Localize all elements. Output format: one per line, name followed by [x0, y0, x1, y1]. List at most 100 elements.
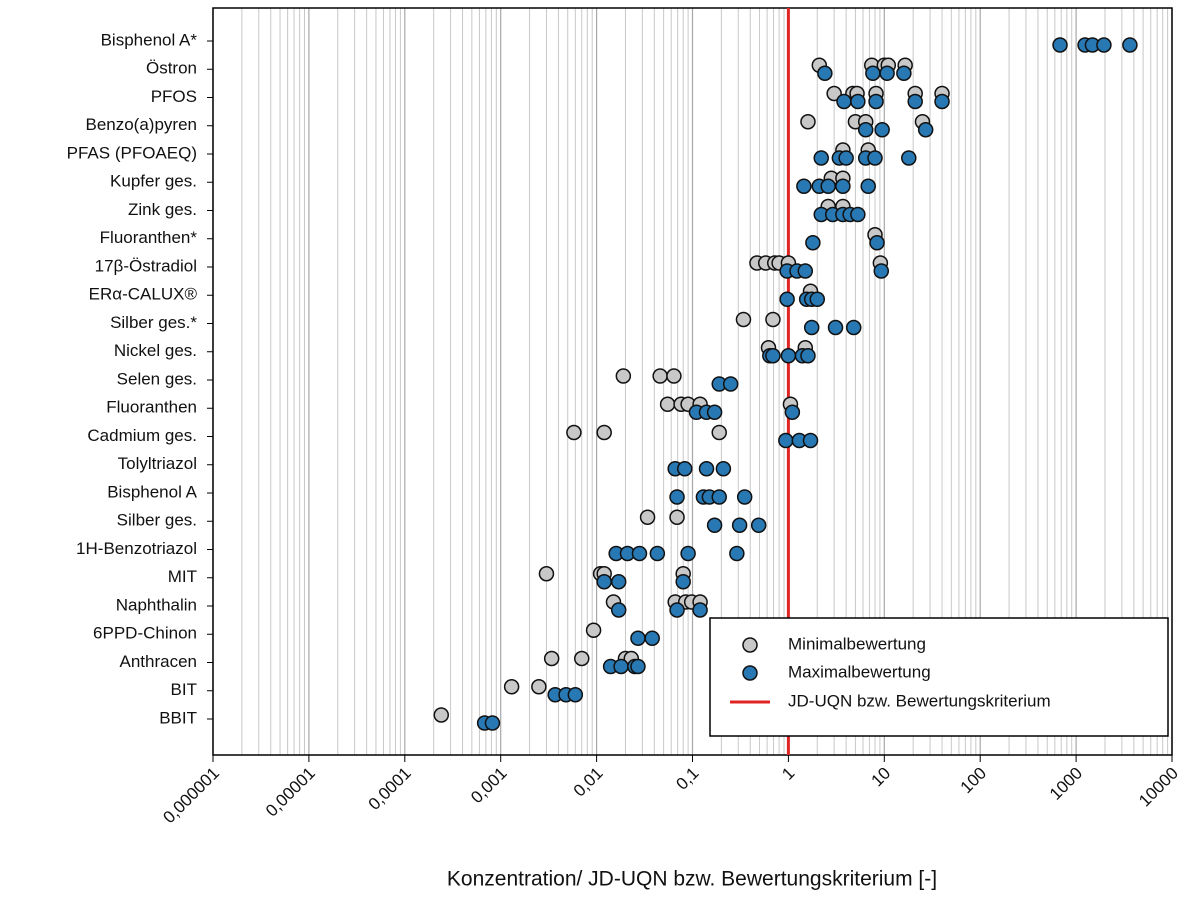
dot — [722, 376, 739, 392]
x-tick-label: 1000 — [1046, 764, 1086, 804]
dot — [867, 150, 883, 166]
y-tick-label: Fluoranthen* — [100, 228, 198, 247]
dot — [1096, 37, 1112, 53]
dot — [567, 687, 584, 703]
dot — [836, 93, 852, 110]
dot — [797, 263, 814, 279]
dot — [1122, 37, 1138, 53]
dot — [750, 517, 767, 533]
legend-label: JD-UQN bzw. Bewertungskriterium — [788, 691, 1051, 710]
dot — [835, 178, 851, 194]
y-tick-label: Cadmium ges. — [87, 426, 197, 445]
y-tick-label: Kupfer ges. — [110, 172, 197, 191]
dot — [484, 715, 501, 731]
dot — [765, 348, 781, 364]
dot — [538, 566, 555, 582]
dot — [676, 461, 693, 477]
dot — [613, 658, 629, 675]
dot — [729, 545, 745, 562]
x-tick-label: 0,00001 — [262, 764, 319, 821]
dot — [765, 311, 781, 328]
y-tick-label: Tolyltriazol — [118, 454, 197, 473]
dot — [630, 658, 646, 675]
y-tick-label: Anthracen — [120, 652, 198, 671]
y-tick-label: Östron — [146, 59, 197, 78]
dot — [543, 650, 560, 667]
dot — [865, 65, 881, 81]
y-tick-label: Bisphenol A — [107, 482, 197, 501]
x-tick-label: 10000 — [1135, 764, 1182, 811]
dot — [779, 291, 795, 307]
dot — [715, 461, 732, 477]
dot — [778, 432, 794, 449]
plot-frame — [212, 7, 1173, 756]
y-tick-label: Nickel ges. — [114, 341, 197, 360]
legend-label: Maximalbewertung — [788, 662, 931, 681]
x-tick-label: 10 — [867, 764, 894, 791]
y-tick-label: Silber ges.* — [110, 313, 197, 332]
dot — [631, 545, 648, 562]
dot — [901, 150, 917, 166]
dot — [874, 122, 890, 138]
dot — [869, 235, 885, 251]
dot — [896, 65, 912, 81]
dot — [692, 602, 708, 618]
dot — [780, 348, 797, 364]
y-tick-label: Silber ges. — [117, 511, 197, 530]
x-tick-label: 0,01 — [570, 764, 607, 801]
y-tick-label: Bisphenol A* — [101, 30, 198, 49]
dot — [917, 122, 934, 138]
y-tick-label: MIT — [168, 567, 197, 586]
dot — [698, 461, 715, 477]
dot — [639, 509, 656, 525]
dot — [669, 602, 685, 618]
dot — [803, 319, 820, 336]
dot — [800, 114, 816, 130]
dot — [731, 517, 748, 533]
dot — [649, 545, 666, 562]
dot — [826, 85, 842, 102]
dot — [596, 424, 612, 441]
dot — [838, 150, 854, 166]
y-tick-label: 6PPD-Chinon — [93, 624, 197, 643]
dot — [907, 93, 923, 110]
y-tick-label: 1H-Benzotriazol — [76, 539, 197, 558]
dot — [666, 368, 682, 384]
dot — [644, 630, 660, 646]
y-tick-label: Selen ges. — [117, 369, 197, 388]
dot — [675, 574, 691, 590]
dot — [850, 93, 866, 110]
dot — [610, 574, 627, 590]
dot — [820, 178, 836, 194]
dot — [566, 424, 582, 441]
legend-label: Minimalbewertung — [788, 634, 926, 653]
x-tick-label: 1 — [778, 764, 798, 784]
dot — [615, 368, 632, 384]
dot — [805, 235, 821, 251]
legend-marker — [742, 665, 758, 681]
legend-marker — [742, 637, 758, 653]
x-tick-label: 0,000001 — [159, 764, 223, 828]
dot — [873, 263, 890, 279]
dot — [610, 602, 627, 618]
dot — [630, 630, 646, 646]
dot — [817, 65, 833, 81]
dot — [868, 93, 884, 110]
dot — [860, 178, 876, 194]
y-tick-label: 17β-Östradiol — [95, 256, 197, 275]
y-tick-label: Benzo(a)pyren — [85, 115, 197, 134]
dot — [800, 348, 816, 364]
y-tick-label: PFOS — [151, 87, 197, 106]
dot — [585, 622, 602, 638]
x-axis-label: Konzentration/ JD-UQN bzw. Bewertungskri… — [447, 868, 937, 891]
x-tick-label: 0,001 — [467, 764, 511, 808]
dot — [680, 545, 696, 562]
dot — [711, 489, 727, 505]
grid — [212, 8, 1173, 755]
dot — [813, 150, 829, 166]
y-tick-label: Naphthalin — [116, 595, 197, 614]
y-tick-label: Zink ges. — [128, 200, 197, 219]
dot — [652, 368, 668, 384]
dot — [809, 291, 826, 307]
